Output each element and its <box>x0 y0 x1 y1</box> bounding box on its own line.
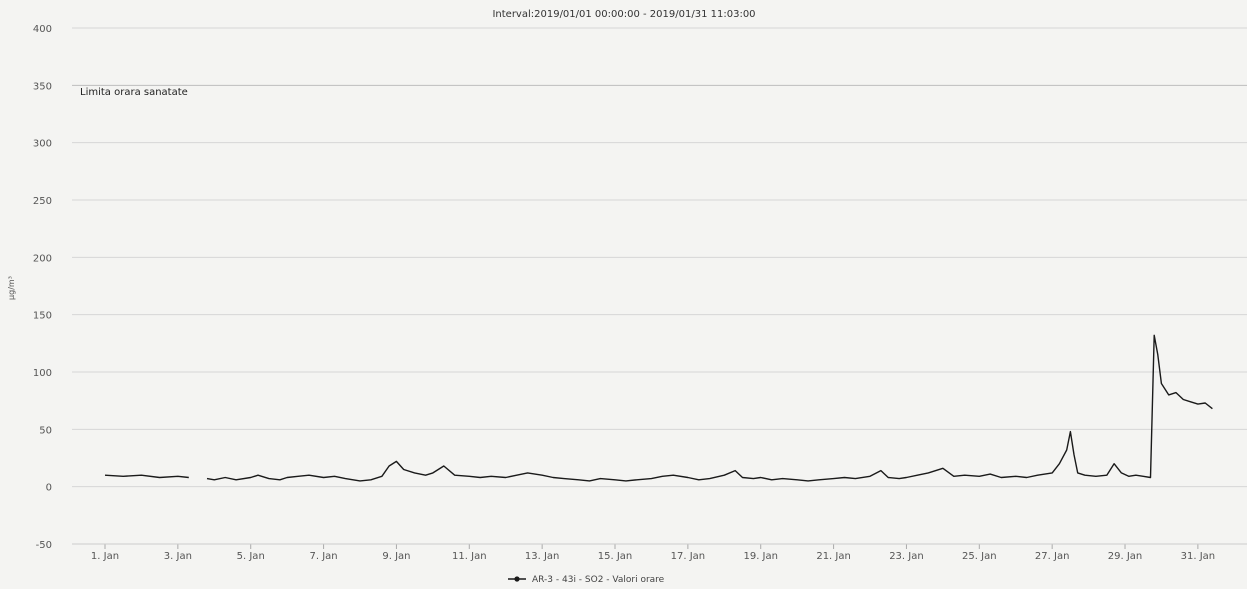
x-tick-label: 3. Jan <box>164 551 192 562</box>
y-axis-label: µg/m³ <box>7 276 16 300</box>
x-tick-label: 21. Jan <box>816 551 851 562</box>
y-tick-label: -50 <box>36 540 52 551</box>
series-line <box>104 474 189 479</box>
legend-series-label: AR-3 - 43i - SO2 - Valori orare <box>532 575 665 585</box>
x-tick-label: 9. Jan <box>382 551 410 562</box>
x-tick-label: 11. Jan <box>452 551 487 562</box>
y-axis-ticks: 400 350 300 250 200 150 100 50 0 -50 <box>33 24 52 551</box>
x-tick-label: 27. Jan <box>1035 551 1070 562</box>
x-tick-label: 25. Jan <box>962 551 997 562</box>
y-tick-label: 50 <box>39 425 52 436</box>
x-tick-label: 13. Jan <box>525 551 560 562</box>
y-tick-label: 300 <box>33 139 52 150</box>
x-tick-label: 7. Jan <box>310 551 338 562</box>
x-tick-label: 5. Jan <box>237 551 265 562</box>
y-tick-label: 350 <box>33 81 52 92</box>
legend[interactable]: AR-3 - 43i - SO2 - Valori orare <box>508 575 665 585</box>
x-tick-label: 29. Jan <box>1108 551 1143 562</box>
legend-dot-marker <box>514 576 520 582</box>
series-layer <box>104 334 1213 482</box>
x-tick-label: 17. Jan <box>671 551 706 562</box>
y-tick-label: 150 <box>33 311 52 322</box>
series-line <box>206 334 1213 482</box>
y-tick-label: 100 <box>33 368 52 379</box>
x-tick-label: 15. Jan <box>598 551 633 562</box>
grid <box>72 27 1247 545</box>
x-tick-label: 31. Jan <box>1181 551 1216 562</box>
chart-title: Interval:2019/01/01 00:00:00 - 2019/01/3… <box>492 9 755 20</box>
x-tick-label: 19. Jan <box>743 551 778 562</box>
y-tick-label: 0 <box>46 483 52 494</box>
reference-line-label: Limita orara sanatate <box>80 87 188 98</box>
x-tick-label: 1. Jan <box>91 551 119 562</box>
x-axis-ticks: 1. Jan 3. Jan 5. Jan 7. Jan 9. Jan 11. Jan 13.… <box>72 543 1247 562</box>
y-tick-label: 250 <box>33 196 52 207</box>
y-tick-label: 200 <box>33 253 52 264</box>
y-tick-label: 400 <box>33 24 52 35</box>
x-tick-label: 23. Jan <box>889 551 924 562</box>
